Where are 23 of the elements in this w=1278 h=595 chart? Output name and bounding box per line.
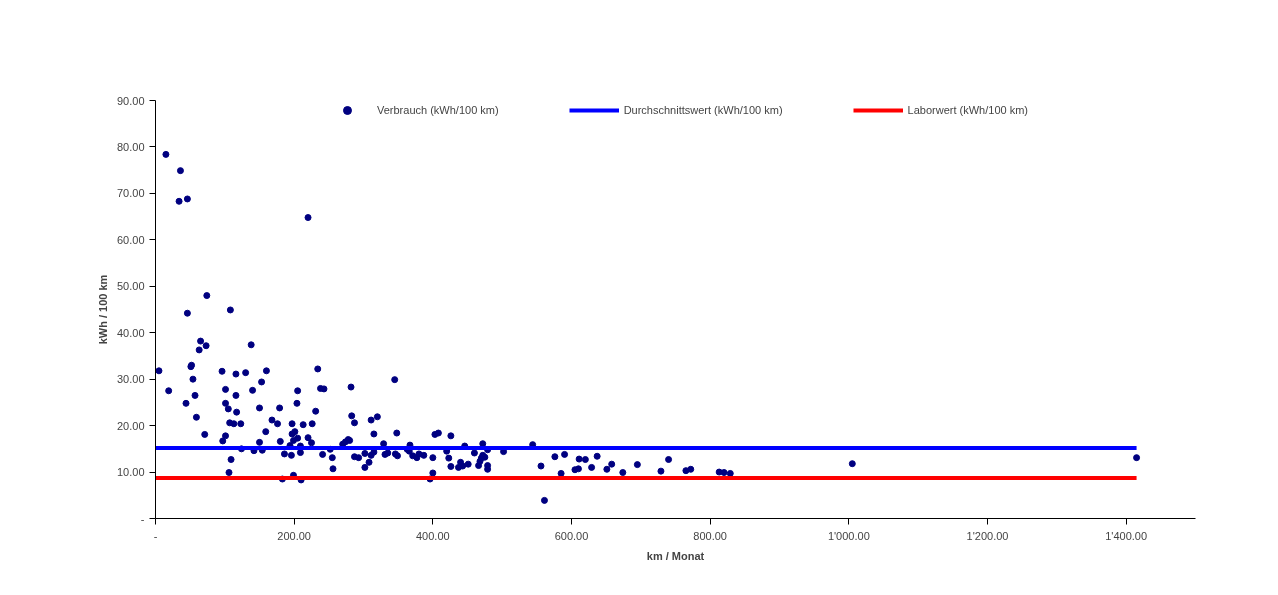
y-tick-label: 70.00 <box>116 187 145 200</box>
y-tick-label: 30.00 <box>116 373 145 386</box>
x-tick-label: 1'200.00 <box>966 529 1009 542</box>
x-tick-label: 1'000.00 <box>827 529 870 542</box>
x-tick-label: 200.00 <box>277 529 311 542</box>
legend-label: Durchschnittswert (kWh/100 km) <box>623 104 783 116</box>
legend-label: Laborwert (kWh/100 km) <box>907 104 1029 116</box>
legend-label: Verbrauch (kWh/100 km) <box>376 104 499 116</box>
y-tick-label: 50.00 <box>116 280 145 293</box>
x-tick-label: 800.00 <box>693 529 727 542</box>
x-tick-label: 1'400.00 <box>1105 529 1148 542</box>
y-tick-label: 60.00 <box>116 233 145 246</box>
x-tick-label: 600.00 <box>554 529 589 542</box>
y-tick-label: 90.00 <box>116 94 145 107</box>
y-tick-label: 40.00 <box>116 326 145 339</box>
x-tick-label: - <box>153 529 158 542</box>
y-tick-label: 10.00 <box>116 466 145 479</box>
y-tick-label: - <box>140 512 145 525</box>
y-tick-label: 20.00 <box>116 419 145 432</box>
y-tick-label: 80.00 <box>116 140 145 153</box>
x-axis-title: km / Monat <box>646 549 705 562</box>
y-axis-title: kWh / 100 km <box>96 274 109 345</box>
x-tick-label: 400.00 <box>416 529 450 542</box>
